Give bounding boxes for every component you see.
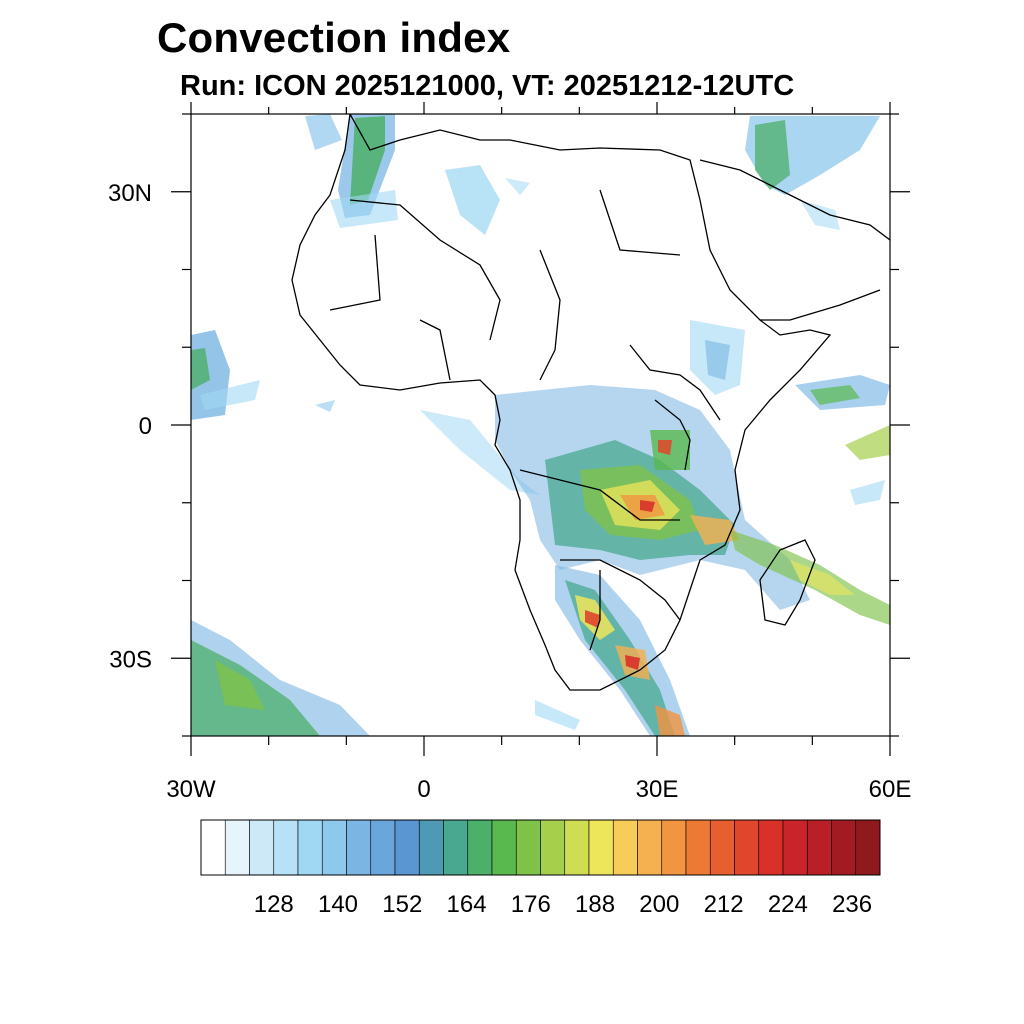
colorbar-label: 152 [382, 891, 422, 918]
colorbar-swatch [637, 819, 663, 876]
colorbar-swatch [418, 819, 444, 876]
colorbar-label: 236 [832, 891, 872, 918]
colorbar-swatch [685, 819, 711, 876]
lat-tick-label: 0 [139, 413, 152, 440]
colorbar-label: 140 [318, 891, 358, 918]
colorbar: 128 140 152 164 176 188 200 212 224 236 [200, 819, 881, 918]
colorbar-swatch [394, 819, 420, 876]
colorbar-swatch [540, 819, 566, 876]
colorbar-swatch [224, 819, 250, 876]
map-subtitle: Run: ICON 2025121000, VT: 20251212-12UTC [180, 70, 795, 102]
colorbar-swatch [831, 819, 857, 876]
colorbar-swatch [564, 819, 590, 876]
colorbar-swatch [612, 819, 638, 876]
colorbar-swatch [249, 819, 275, 876]
colorbar-swatch [661, 819, 687, 876]
coastlines [291, 114, 890, 691]
colorbar-swatch [467, 819, 493, 876]
colorbar-swatch [782, 819, 808, 876]
lon-tick-label: 60E [869, 776, 912, 803]
axis-ticks: 30W 0 30E 60E 30N 0 30S [108, 102, 911, 803]
map-title: Convection index [157, 14, 511, 61]
colorbar-swatch [321, 819, 347, 876]
colorbar-swatch [734, 819, 760, 876]
colorbar-swatch [491, 819, 517, 876]
colorbar-swatch [346, 819, 372, 876]
colorbar-frame [200, 819, 881, 876]
colorbar-label: 188 [575, 891, 615, 918]
colorbar-label: 128 [254, 891, 294, 918]
lon-tick-label: 30E [636, 776, 679, 803]
colorbar-swatch [588, 819, 614, 876]
lat-tick-label: 30N [108, 180, 152, 207]
convection-field [191, 114, 890, 736]
lon-tick-label: 0 [417, 776, 430, 803]
colorbar-label: 164 [447, 891, 487, 918]
colorbar-swatch [200, 819, 226, 876]
colorbar-label: 212 [704, 891, 744, 918]
colorbar-swatch [273, 819, 299, 876]
lat-tick-label: 30S [109, 646, 152, 673]
colorbar-swatch [515, 819, 541, 876]
colorbar-label: 200 [639, 891, 679, 918]
colorbar-swatch [370, 819, 396, 876]
colorbar-label: 176 [511, 891, 551, 918]
colorbar-swatch [855, 819, 881, 876]
colorbar-swatch [709, 819, 735, 876]
colorbar-swatch [297, 819, 323, 876]
colorbar-swatch [758, 819, 784, 876]
lon-tick-label: 30W [166, 776, 216, 803]
colorbar-swatch [443, 819, 469, 876]
colorbar-label: 224 [768, 891, 808, 918]
colorbar-swatch [806, 819, 832, 876]
